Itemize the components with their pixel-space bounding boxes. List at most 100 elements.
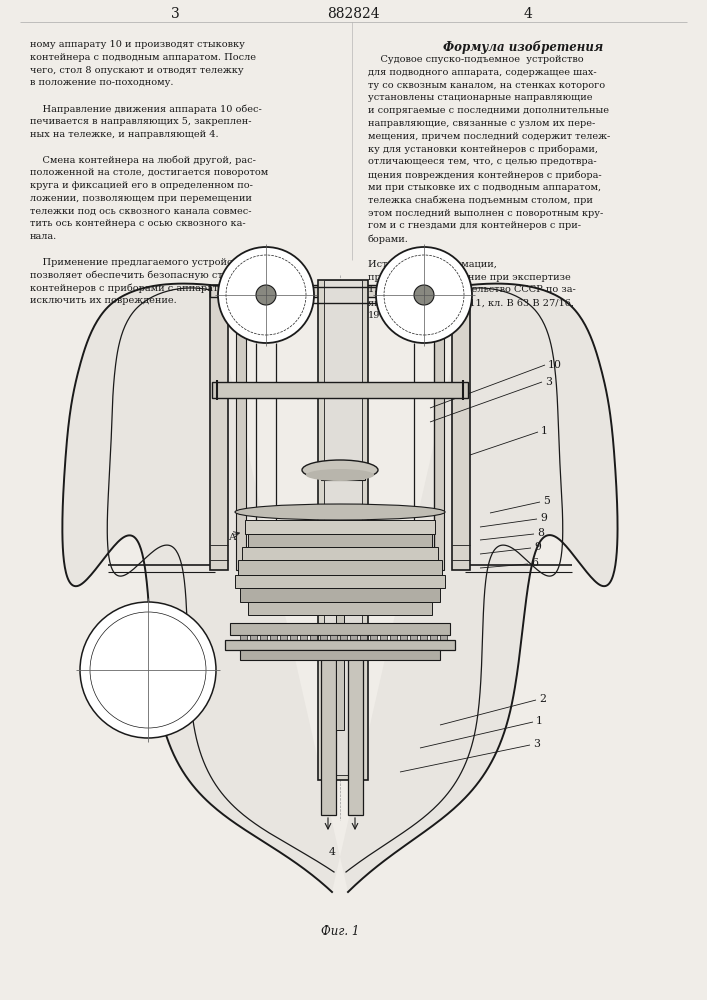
Text: ному аппарату 10 и производят стыковку: ному аппарату 10 и производят стыковку bbox=[30, 40, 245, 49]
Text: ту со сквозным каналом, на стенках которого: ту со сквозным каналом, на стенках котор… bbox=[368, 81, 605, 90]
Bar bbox=[250, 635, 257, 647]
Bar bbox=[318, 280, 368, 780]
Text: ных на тележке, и направляющей 4.: ных на тележке, и направляющей 4. bbox=[30, 130, 218, 139]
Bar bbox=[400, 635, 407, 647]
Text: 3: 3 bbox=[170, 7, 180, 21]
Text: 1: 1 bbox=[541, 426, 548, 436]
Bar bbox=[270, 635, 277, 647]
Circle shape bbox=[218, 247, 314, 343]
Text: 5: 5 bbox=[543, 496, 550, 506]
Text: 882824: 882824 bbox=[327, 7, 380, 21]
Text: в положение по-походному.: в положение по-походному. bbox=[30, 78, 173, 87]
Text: 20: 20 bbox=[344, 486, 356, 494]
Bar bbox=[260, 635, 267, 647]
Text: чего, стол 8 опускают и отводят тележку: чего, стол 8 опускают и отводят тележку bbox=[30, 66, 244, 75]
Text: 6: 6 bbox=[531, 558, 538, 568]
Bar bbox=[240, 635, 247, 647]
Text: Фиг. 1: Фиг. 1 bbox=[321, 925, 359, 938]
Polygon shape bbox=[62, 284, 617, 892]
Bar bbox=[321, 465, 365, 480]
Text: 4: 4 bbox=[329, 847, 335, 857]
Bar bbox=[390, 635, 397, 647]
Text: 1: 1 bbox=[536, 716, 543, 726]
Bar bbox=[440, 635, 447, 647]
Text: явке № 2705228/27-11, кл. В 63 В 27/16,: явке № 2705228/27-11, кл. В 63 В 27/16, bbox=[368, 298, 574, 307]
Text: тить ось контейнера с осью сквозного ка-: тить ось контейнера с осью сквозного ка- bbox=[30, 219, 245, 228]
Bar bbox=[348, 650, 363, 815]
Bar bbox=[290, 635, 297, 647]
Bar bbox=[370, 635, 377, 647]
Text: установлены стационарные направляющие: установлены стационарные направляющие bbox=[368, 93, 592, 102]
Circle shape bbox=[376, 247, 472, 343]
Bar bbox=[248, 534, 432, 547]
Bar bbox=[300, 635, 307, 647]
Ellipse shape bbox=[302, 460, 378, 480]
Bar bbox=[242, 547, 438, 560]
Text: 9: 9 bbox=[540, 513, 547, 523]
Text: 8: 8 bbox=[537, 528, 544, 538]
Bar bbox=[360, 635, 367, 647]
Bar bbox=[434, 285, 444, 570]
Text: гом и с гнездами для контейнеров с при-: гом и с гнездами для контейнеров с при- bbox=[368, 221, 581, 230]
Text: позволяет обеспечить безопасную стыковку: позволяет обеспечить безопасную стыковку bbox=[30, 270, 259, 280]
Text: 1. Авторское свидетельство СССР по за-: 1. Авторское свидетельство СССР по за- bbox=[368, 285, 575, 294]
Bar bbox=[236, 285, 246, 570]
Text: 15: 15 bbox=[344, 377, 356, 386]
Text: 1979.: 1979. bbox=[368, 311, 396, 320]
Text: контейнеров с приборами с аппаратом и: контейнеров с приборами с аппаратом и bbox=[30, 283, 241, 293]
Text: для подводного аппарата, содержащее шах-: для подводного аппарата, содержащее шах- bbox=[368, 68, 597, 77]
Text: печивается в направляющих 5, закреплен-: печивается в направляющих 5, закреплен- bbox=[30, 117, 252, 126]
Text: ми при стыковке их с подводным аппаратом,: ми при стыковке их с подводным аппаратом… bbox=[368, 183, 601, 192]
Bar bbox=[350, 635, 357, 647]
Text: Источники информации,: Источники информации, bbox=[368, 260, 497, 269]
Text: ку для установки контейнеров с приборами,: ку для установки контейнеров с приборами… bbox=[368, 145, 598, 154]
Text: 2: 2 bbox=[539, 694, 546, 704]
Text: контейнера с подводным аппаратом. После: контейнера с подводным аппаратом. После bbox=[30, 53, 256, 62]
Bar bbox=[240, 588, 440, 602]
Text: Направление движения аппарата 10 обес-: Направление движения аппарата 10 обес- bbox=[30, 104, 262, 113]
Text: Судовое спуско-подъемное  устройство: Судовое спуско-подъемное устройство bbox=[368, 55, 583, 64]
Bar bbox=[380, 635, 387, 647]
Bar bbox=[245, 520, 435, 534]
Text: и сопрягаемые с последними дополнительные: и сопрягаемые с последними дополнительны… bbox=[368, 106, 609, 115]
Text: борами.: борами. bbox=[368, 234, 409, 244]
Text: тележки под ось сквозного канала совмес-: тележки под ось сквозного канала совмес- bbox=[30, 206, 252, 215]
Text: исключить их повреждение.: исключить их повреждение. bbox=[30, 296, 177, 305]
Bar bbox=[280, 635, 287, 647]
Text: мещения, причем последний содержит тележ-: мещения, причем последний содержит тележ… bbox=[368, 132, 610, 141]
Text: Применение предлагаемого устройства: Применение предлагаемого устройства bbox=[30, 258, 249, 267]
Bar bbox=[230, 623, 450, 635]
Circle shape bbox=[256, 285, 276, 305]
Text: тележка снабжена подъемным столом, при: тележка снабжена подъемным столом, при bbox=[368, 196, 593, 205]
Text: 9: 9 bbox=[534, 542, 541, 552]
Bar bbox=[420, 635, 427, 647]
Text: положенной на столе, достигается поворотом: положенной на столе, достигается поворот… bbox=[30, 168, 268, 177]
Text: отличающееся тем, что, с целью предотвра-: отличающееся тем, что, с целью предотвра… bbox=[368, 157, 597, 166]
Ellipse shape bbox=[235, 504, 445, 520]
Bar bbox=[340, 635, 347, 647]
Text: A: A bbox=[228, 534, 235, 542]
Text: этом последний выполнен с поворотным кру-: этом последний выполнен с поворотным кру… bbox=[368, 209, 603, 218]
Text: щения повреждения контейнеров с прибора-: щения повреждения контейнеров с прибора- bbox=[368, 170, 602, 180]
Bar bbox=[238, 560, 442, 575]
Text: принятые во внимание при экспертизе: принятые во внимание при экспертизе bbox=[368, 273, 571, 282]
Ellipse shape bbox=[306, 469, 374, 481]
Circle shape bbox=[414, 285, 434, 305]
Text: Формула изобретения: Формула изобретения bbox=[443, 40, 603, 53]
Text: Смена контейнера на любой другой, рас-: Смена контейнера на любой другой, рас- bbox=[30, 155, 256, 165]
Text: 4: 4 bbox=[524, 7, 532, 21]
Bar bbox=[330, 635, 337, 647]
Bar bbox=[240, 650, 440, 660]
Bar bbox=[320, 635, 327, 647]
Bar bbox=[336, 580, 344, 730]
Bar bbox=[310, 635, 317, 647]
Text: 10: 10 bbox=[548, 360, 562, 370]
Circle shape bbox=[80, 602, 216, 738]
Bar bbox=[235, 575, 445, 588]
Text: направляющие, связанные с узлом их пере-: направляющие, связанные с узлом их пере- bbox=[368, 119, 595, 128]
Bar bbox=[210, 285, 470, 297]
Text: круга и фиксацией его в определенном по-: круга и фиксацией его в определенном по- bbox=[30, 181, 253, 190]
Bar bbox=[410, 635, 417, 647]
Bar bbox=[212, 382, 468, 398]
Bar bbox=[430, 635, 437, 647]
